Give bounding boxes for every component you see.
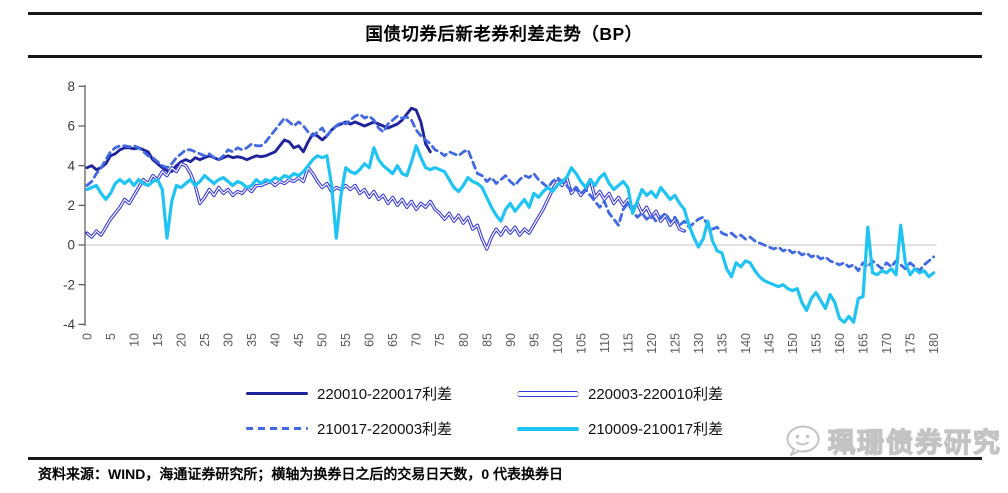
series-line-1 [85,162,686,251]
x-axis-tick-label: 155 [810,333,824,354]
legend-label: 210017-220003利差 [317,421,453,438]
x-axis-tick-label: 175 [904,333,918,354]
x-axis-tick-label: 165 [857,333,871,354]
series-line-2 [85,112,935,273]
x-axis-tick-label: 110 [598,333,612,353]
legend-item-3: 210009-210017利差 [517,418,762,439]
x-axis-tick-label: 135 [715,333,729,354]
watermark: 珮珊债券研究 [784,421,1002,460]
y-axis-tick-label: 0 [67,238,75,253]
x-axis-tick-label: 95 [527,333,541,347]
x-axis-tick-label: 145 [763,333,777,354]
x-axis-tick-label: 25 [198,333,212,347]
x-axis-tick-label: 140 [739,333,753,354]
legend-swatch-solid-thick [246,391,308,396]
x-axis-tick-label: 0 [81,333,95,340]
x-axis-tick-label: 130 [692,333,706,354]
legend-label: 220010-220017利差 [317,386,453,403]
x-axis-tick-label: 40 [269,333,283,347]
x-axis-tick-label: 115 [621,333,635,353]
y-axis-tick-label: 2 [67,198,75,213]
chart-title: 国债切券后新老券利差走势（BP） [365,24,643,44]
series-line-3 [85,144,936,324]
footer-rule [28,457,982,460]
x-axis-tick-label: 50 [316,333,330,347]
x-axis-tick-label: 90 [504,333,518,347]
title-bottom-rule [28,55,982,58]
x-axis-tick-label: 70 [410,333,424,347]
x-axis-tick-label: 160 [833,333,847,354]
series-line-0 [85,106,432,174]
legend-swatch-solid [517,426,579,431]
x-axis-tick-label: 55 [339,333,353,347]
x-axis-tick-label: 35 [245,333,259,347]
x-axis-tick-label: 170 [880,333,894,354]
x-axis-tick-label: 15 [151,333,165,347]
x-axis-tick-label: 80 [457,333,471,347]
x-axis-tick-label: 75 [433,333,447,347]
legend: 220010-220017利差 220003-220010利差 210017-220… [246,383,762,439]
x-axis-tick-label: 60 [363,333,377,347]
x-axis-tick-label: 120 [645,333,659,354]
x-axis-tick-label: 105 [574,333,588,354]
x-axis-tick-label: 100 [551,333,565,354]
legend-item-1: 220003-220010利差 [517,383,762,404]
x-axis-tick-label: 5 [104,333,118,340]
y-axis-tick-label: 6 [67,119,75,134]
legend-swatch-double-outline [517,390,579,397]
x-axis-tick-label: 65 [386,333,400,347]
x-axis-tick-label: 20 [175,333,189,347]
legend-label: 220003-220010利差 [588,386,724,403]
chart-area: 8 6 4 2 0 -2 -4 0 5 10 15 20 25 30 35 40 45 50 55 60 65 70 75 8… [0,60,1008,390]
source-note: 资料来源：WIND，海通证券研究所；横轴为换券日之后的交易日天数，0 代表换券日 [38,466,563,482]
x-axis-tick-label: 150 [786,333,800,354]
series-line-1-core [86,163,685,250]
legend-swatch-dashed [246,426,308,431]
legend-item-2: 210017-220003利差 [246,418,491,439]
y-axis-tick-label: 8 [67,79,75,94]
y-axis-tick-label: -2 [63,277,75,292]
y-axis-tick-label: -4 [63,317,75,332]
y-axis-tick-label: 4 [67,158,75,173]
x-axis-tick-label: 180 [927,333,941,354]
title-top-rule [28,12,982,15]
x-axis-tick-label: 30 [222,333,236,347]
wechat-icon [786,425,820,456]
x-axis-tick-label: 45 [292,333,306,347]
x-axis-tick-label: 85 [480,333,494,347]
legend-label: 210009-210017利差 [588,421,724,438]
legend-item-0: 220010-220017利差 [246,383,491,404]
x-axis-tick-label: 125 [668,333,682,354]
x-axis-tick-label: 10 [128,333,142,347]
watermark-text: 珮珊债券研究 [827,427,1002,458]
